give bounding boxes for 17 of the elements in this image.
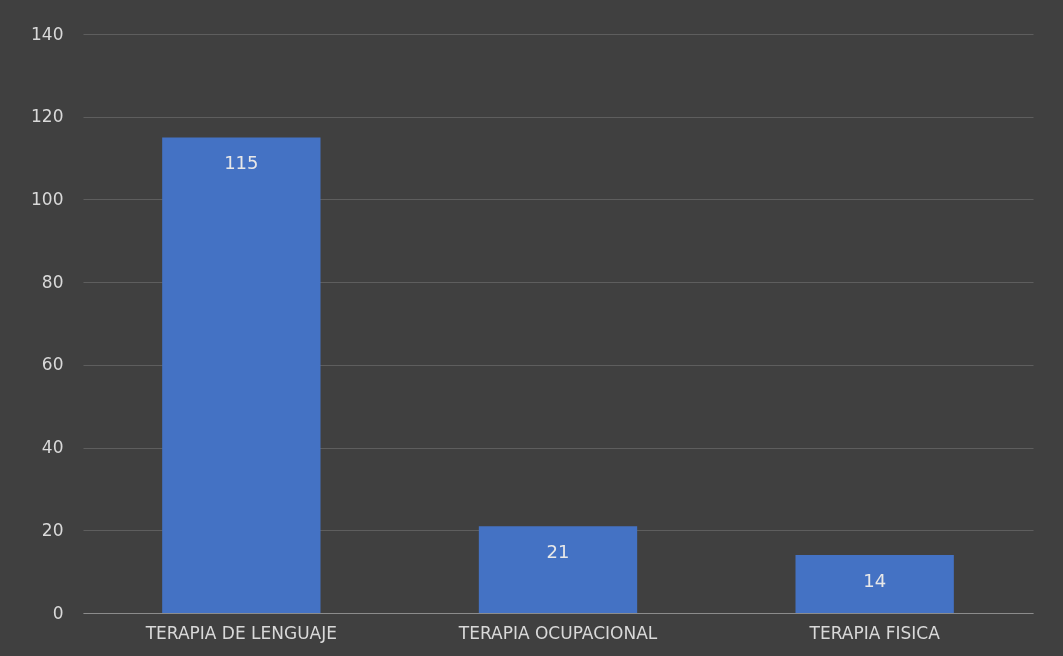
bar	[478, 526, 638, 613]
y-tick-label: 140	[31, 23, 64, 44]
x-tick-label: TERAPIA FISICA	[808, 622, 941, 643]
data-label: 14	[863, 570, 887, 592]
x-tick-label: TERAPIA OCUPACIONAL	[457, 622, 658, 643]
y-tick-label: 60	[41, 354, 64, 375]
data-label: 115	[224, 152, 259, 174]
y-tick-label: 40	[41, 437, 64, 458]
x-tick-label: TERAPIA DE LENGUAJE	[144, 622, 338, 643]
y-tick-label: 80	[41, 271, 64, 292]
y-tick-label: 20	[41, 519, 64, 540]
y-tick-label: 120	[31, 106, 64, 127]
bar	[795, 555, 954, 613]
y-tick-label: 0	[52, 602, 64, 623]
bar	[162, 137, 321, 613]
y-tick-label: 100	[31, 188, 64, 209]
data-label: 21	[546, 541, 570, 563]
